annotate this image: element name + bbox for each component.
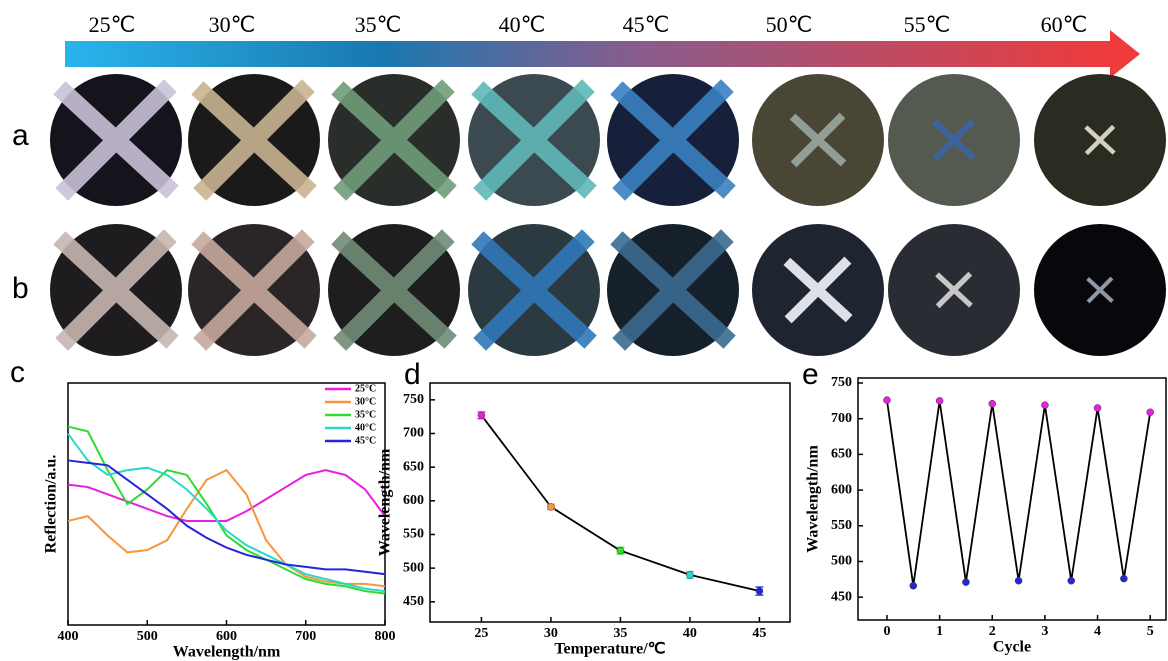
temperature-label: 30℃ bbox=[209, 12, 256, 37]
photo bbox=[468, 224, 600, 356]
photo bbox=[188, 74, 320, 206]
data-point bbox=[1041, 402, 1048, 409]
photo bbox=[888, 224, 1020, 356]
data-point bbox=[547, 503, 554, 510]
y-tick-label: 700 bbox=[403, 426, 424, 441]
y-tick-label: 500 bbox=[831, 554, 852, 569]
row-label: b bbox=[12, 272, 29, 305]
photo bbox=[607, 224, 739, 356]
page: {"temperatures":["25℃","30℃","35℃","40℃"… bbox=[0, 0, 1168, 661]
x-tick-label: 0 bbox=[883, 624, 890, 639]
temperature-label: 25℃ bbox=[89, 12, 136, 37]
series-line bbox=[68, 434, 385, 591]
legend-label: 30°C bbox=[355, 396, 376, 407]
y-tick-label: 650 bbox=[831, 447, 852, 462]
series-line bbox=[68, 460, 385, 574]
y-tick-label: 600 bbox=[831, 482, 852, 497]
trend-line bbox=[887, 400, 1150, 586]
data-point bbox=[756, 588, 763, 595]
x-tick-label: 400 bbox=[58, 629, 79, 644]
x-tick-label: 5 bbox=[1147, 624, 1154, 639]
photo bbox=[328, 74, 460, 206]
y-tick-label: 750 bbox=[403, 392, 424, 407]
arrow-head bbox=[1110, 30, 1140, 78]
data-point bbox=[478, 412, 485, 419]
data-point bbox=[1120, 575, 1127, 582]
y-axis-title: Reflection/a.u. bbox=[43, 455, 60, 554]
y-tick-label: 500 bbox=[403, 560, 424, 575]
photo bbox=[468, 74, 600, 206]
photo bbox=[1034, 74, 1166, 206]
legend-label: 40°C bbox=[355, 422, 376, 433]
temperature-label: 60℃ bbox=[1041, 12, 1088, 37]
y-tick-label: 450 bbox=[831, 589, 852, 604]
x-tick-label: 500 bbox=[137, 629, 158, 644]
data-point bbox=[1094, 404, 1101, 411]
x-tick-label: 45 bbox=[752, 626, 766, 641]
legend-label: 35°C bbox=[355, 409, 376, 420]
temperature-label: 35℃ bbox=[355, 12, 402, 37]
x-tick-label: 700 bbox=[295, 629, 316, 644]
y-axis-title: Wavelength/nm bbox=[377, 448, 394, 556]
x-tick-label: 4 bbox=[1094, 624, 1101, 639]
photo bbox=[752, 224, 884, 356]
data-point bbox=[962, 579, 969, 586]
y-tick-label: 700 bbox=[831, 411, 852, 426]
data-point bbox=[1147, 409, 1154, 416]
x-tick-label: 35 bbox=[613, 626, 627, 641]
x-tick-label: 600 bbox=[216, 629, 237, 644]
x-tick-label: 25 bbox=[474, 626, 488, 641]
photo bbox=[50, 74, 182, 206]
temperature-label: 55℃ bbox=[904, 12, 951, 37]
y-tick-label: 450 bbox=[403, 594, 424, 609]
panel-label: d bbox=[404, 358, 421, 391]
legend-label: 45°C bbox=[355, 435, 376, 446]
panel-label: e bbox=[802, 358, 819, 391]
temperature-label: 45℃ bbox=[623, 12, 670, 37]
figure: a b c d e 25℃30℃35℃40℃45℃50℃55℃60℃400500… bbox=[0, 0, 1168, 661]
data-point bbox=[617, 547, 624, 554]
y-tick-label: 650 bbox=[403, 459, 424, 474]
x-tick-label: 30 bbox=[544, 626, 558, 641]
series-line bbox=[68, 470, 385, 521]
row-label: a bbox=[12, 119, 29, 152]
photo bbox=[50, 224, 182, 356]
temperature-arrow bbox=[65, 41, 1113, 67]
x-tick-label: 3 bbox=[1041, 624, 1048, 639]
temperature-label: 40℃ bbox=[499, 12, 546, 37]
data-point bbox=[686, 571, 693, 578]
trend-line bbox=[481, 415, 759, 591]
photo bbox=[752, 74, 884, 206]
x-tick-label: 1 bbox=[936, 624, 943, 639]
data-point bbox=[883, 397, 890, 404]
x-tick-label: 2 bbox=[989, 624, 996, 639]
y-tick-label: 750 bbox=[831, 375, 852, 390]
plot-frame bbox=[68, 383, 385, 625]
x-axis-title: Cycle bbox=[993, 639, 1031, 656]
legend-label: 25°C bbox=[355, 383, 376, 394]
temperature-label: 50℃ bbox=[766, 12, 813, 37]
data-point bbox=[989, 400, 996, 407]
y-axis-title: Wavelength/nm bbox=[805, 445, 822, 553]
x-axis-title: Temperature/℃ bbox=[554, 641, 665, 658]
y-tick-label: 550 bbox=[831, 518, 852, 533]
y-tick-label: 600 bbox=[403, 493, 424, 508]
photo bbox=[1034, 224, 1166, 356]
plot-frame bbox=[858, 378, 1166, 620]
data-point bbox=[910, 582, 917, 589]
photo bbox=[188, 224, 320, 356]
data-point bbox=[936, 397, 943, 404]
y-tick-label: 550 bbox=[403, 527, 424, 542]
photo bbox=[888, 74, 1020, 206]
photo bbox=[607, 74, 739, 206]
x-axis-title: Wavelength/nm bbox=[173, 644, 281, 661]
data-point bbox=[1015, 577, 1022, 584]
photo bbox=[328, 224, 460, 356]
x-tick-label: 40 bbox=[683, 626, 697, 641]
data-point bbox=[1068, 577, 1075, 584]
x-tick-label: 800 bbox=[375, 629, 396, 644]
panel-label: c bbox=[10, 356, 25, 389]
